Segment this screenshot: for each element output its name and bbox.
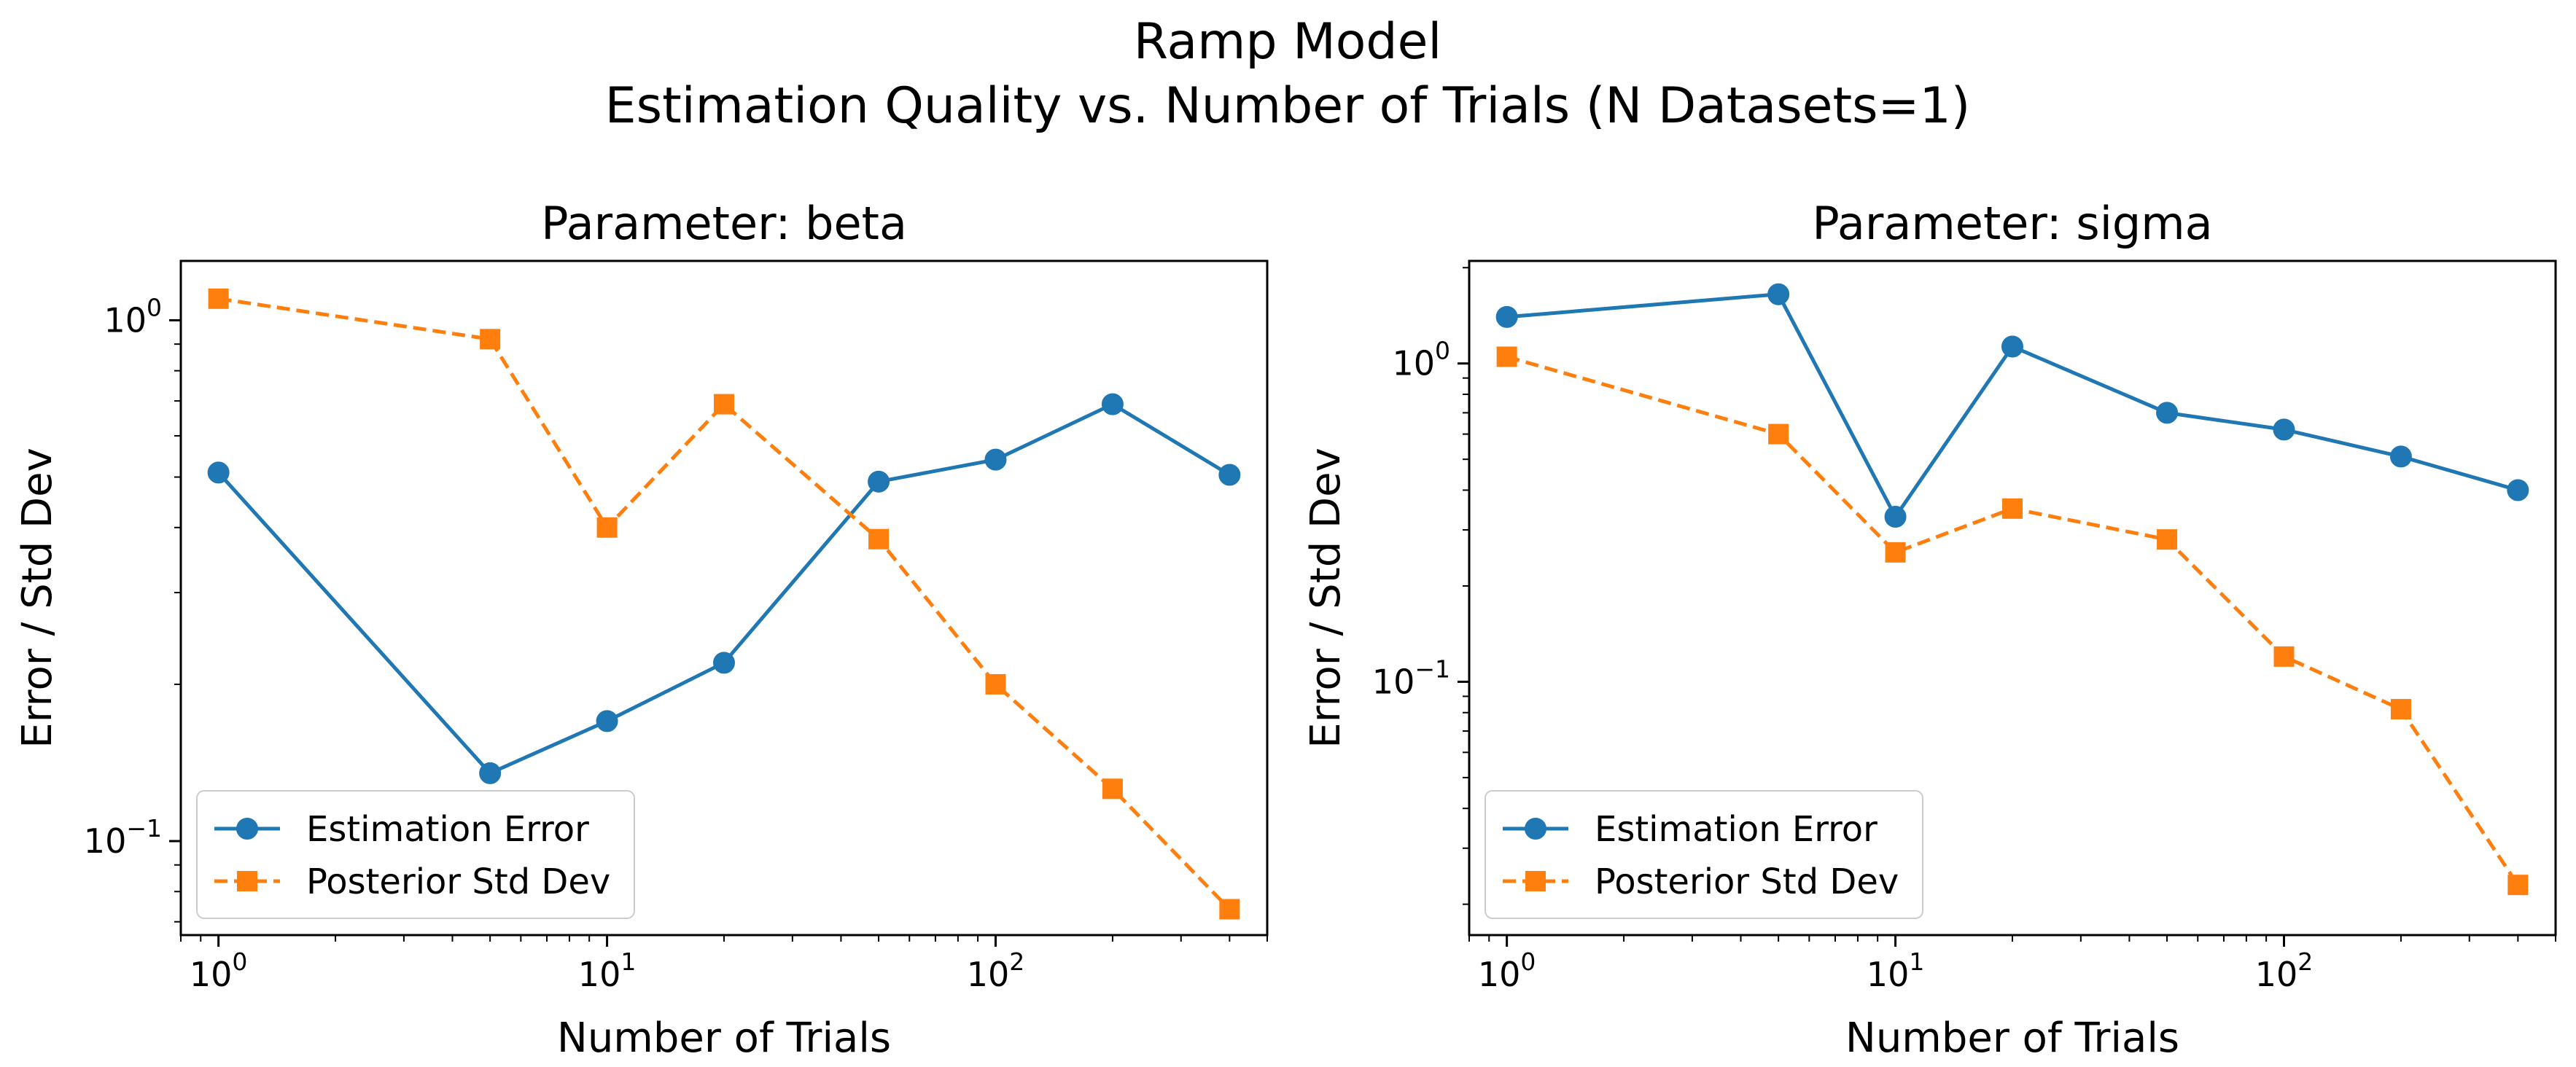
legend-entry: Posterior Std Dev: [1503, 861, 1899, 902]
x-axis-ticks: 100 101 102: [180, 935, 1268, 994]
legend-marker: [236, 818, 258, 840]
series-line: [1506, 355, 2520, 886]
x-tick-label: 101: [1867, 947, 1925, 994]
legend-entry: Posterior Std Dev: [214, 861, 610, 902]
legend-box: [1484, 790, 1923, 919]
data-point: [2273, 418, 2295, 441]
data-point: [2507, 875, 2529, 896]
data-point: [1219, 899, 1240, 920]
legend-label: Estimation Error: [306, 809, 589, 850]
series-estimation-error: [207, 393, 1241, 784]
axes-frame: [1468, 259, 2557, 937]
y-tick-label: 10−1: [1372, 654, 1450, 701]
data-point: [2273, 646, 2295, 667]
data-point: [1218, 464, 1241, 486]
subplot-sigma: Parameter: sigma Number of Trials Error / …: [1302, 197, 2557, 1062]
legend-label: Posterior Std Dev: [1595, 861, 1899, 902]
data-point: [1768, 423, 1789, 445]
y-axis-ticks: 10−1 100: [84, 293, 181, 923]
x-tick-label: 100: [1478, 947, 1536, 994]
y-axis-label: Error / Std Dev: [14, 447, 61, 749]
legend: Estimation Error Posterior Std Dev: [1484, 790, 1923, 919]
series-line: [217, 402, 1231, 775]
data-point: [2002, 498, 2023, 519]
y-tick-label: 100: [104, 293, 162, 340]
data-point: [480, 329, 501, 350]
data-point: [1496, 346, 1517, 367]
data-point: [2157, 529, 2178, 550]
legend-marker: [237, 871, 257, 891]
data-point: [208, 288, 229, 309]
x-tick-label: 100: [190, 947, 248, 994]
data-point: [1495, 305, 1518, 328]
y-axis-label: Error / Std Dev: [1302, 447, 1350, 749]
legend-label: Posterior Std Dev: [306, 861, 610, 902]
data-point: [713, 652, 735, 674]
legend-entry: Estimation Error: [214, 809, 589, 850]
legend-label: Estimation Error: [1595, 809, 1877, 850]
figure-title-line1: Ramp Model: [1134, 13, 1442, 71]
legend: Estimation Error Posterior Std Dev: [196, 790, 635, 919]
series-line: [1506, 292, 2519, 519]
legend-marker: [1525, 871, 1546, 891]
subplot-title: Parameter: sigma: [1812, 197, 2212, 250]
axes-frame: [179, 259, 1269, 937]
data-point: [868, 470, 890, 493]
data-point: [1767, 283, 1790, 305]
data-point: [596, 517, 618, 538]
series-line: [218, 297, 1231, 911]
x-tick-label: 102: [967, 947, 1025, 994]
data-point: [2156, 402, 2179, 424]
x-tick-label: 102: [2255, 947, 2314, 994]
series-estimation-error: [1495, 283, 2529, 528]
series-posterior-std-dev: [1496, 346, 2529, 896]
series-posterior-std-dev: [208, 288, 1240, 920]
data-point: [207, 461, 230, 484]
x-axis-ticks: 100 101 102: [1468, 935, 2556, 994]
data-point: [2507, 479, 2529, 501]
data-point: [479, 762, 502, 784]
y-tick-label: 10−1: [84, 814, 162, 861]
data-point: [868, 528, 890, 550]
data-point: [1884, 505, 1907, 528]
x-tick-label: 101: [578, 947, 637, 994]
data-point: [984, 448, 1007, 471]
legend-entry: Estimation Error: [1503, 809, 1877, 850]
data-point: [1102, 778, 1123, 800]
x-axis-label: Number of Trials: [557, 1015, 891, 1062]
data-point: [596, 710, 618, 732]
data-point: [1101, 393, 1124, 415]
figure-title-line2: Estimation Quality vs. Number of Trials …: [605, 77, 1971, 135]
data-point: [2390, 699, 2411, 720]
subplot-beta: Parameter: beta Number of Trials Error / S…: [14, 197, 1269, 1062]
data-point: [714, 394, 734, 415]
data-point: [985, 673, 1006, 695]
data-point: [2001, 335, 2023, 358]
subplot-title: Parameter: beta: [541, 197, 907, 250]
x-axis-label: Number of Trials: [1845, 1015, 2179, 1062]
data-point: [1885, 542, 1906, 563]
y-tick-label: 100: [1392, 337, 1450, 383]
legend-box: [196, 790, 635, 919]
legend-marker: [1525, 818, 1546, 840]
data-point: [2389, 445, 2412, 468]
